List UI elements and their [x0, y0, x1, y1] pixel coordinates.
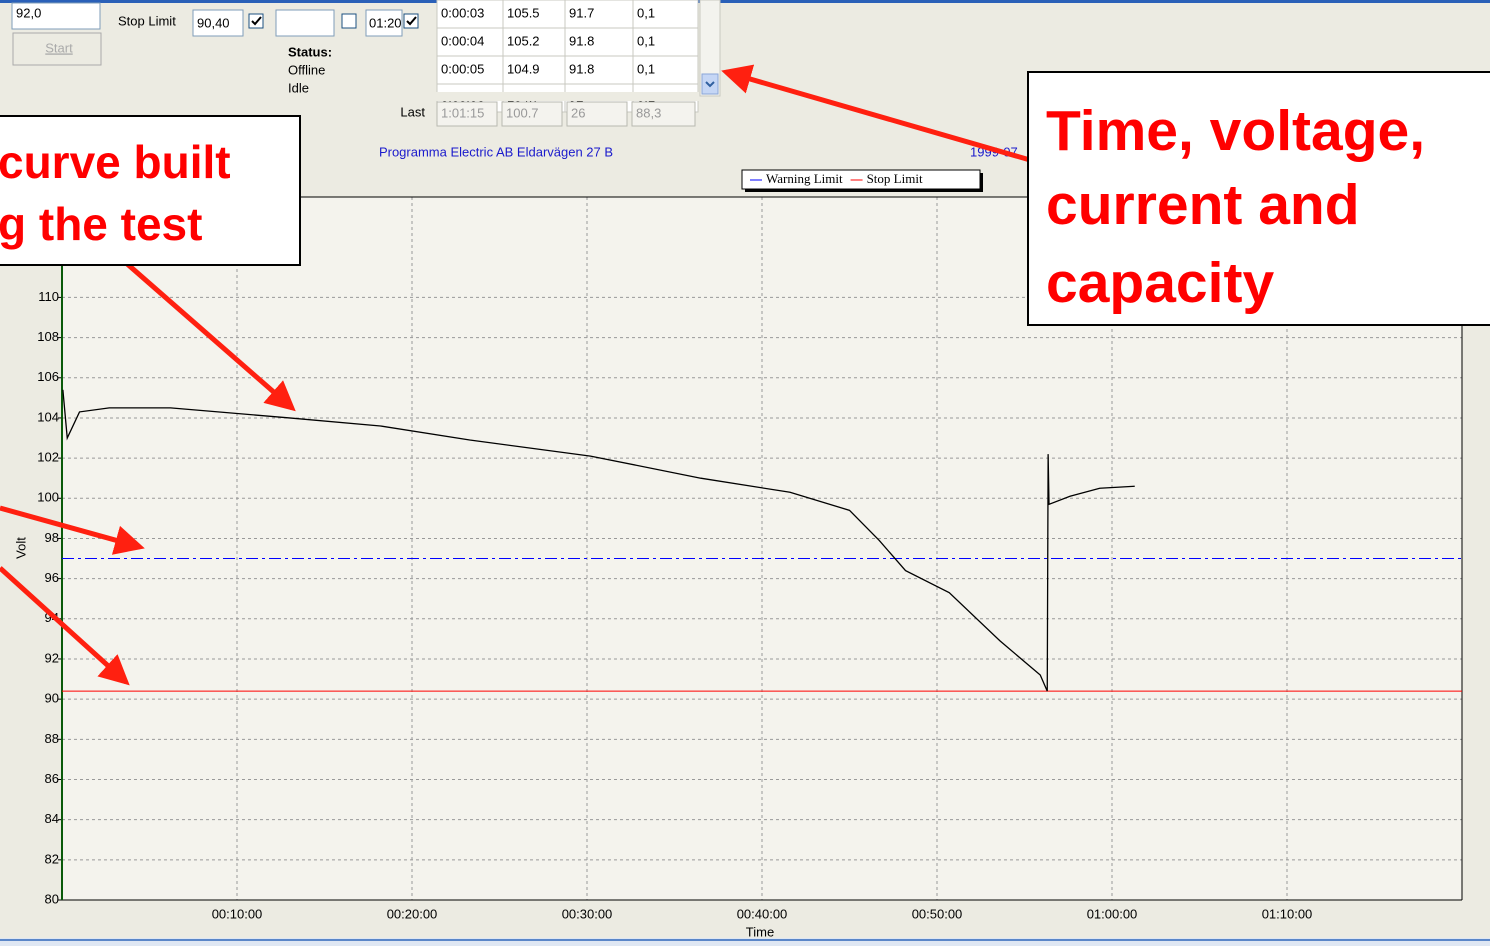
stop-limit-label: Stop Limit	[118, 13, 176, 28]
arrow	[0, 505, 145, 555]
empty-field[interactable]	[275, 9, 335, 37]
table-clip	[430, 92, 700, 101]
start-button-text: Start	[45, 40, 73, 55]
y-axis-label: Volt	[13, 537, 28, 559]
arrow	[0, 566, 130, 686]
scroll-down[interactable]	[701, 73, 719, 95]
value-field-text: 92,0	[16, 5, 41, 20]
time-field[interactable]	[365, 9, 403, 37]
table-cell-text: 91.8	[569, 33, 594, 48]
callout-text: capacity	[1046, 251, 1274, 315]
y-tick-label: 104	[37, 409, 59, 424]
check	[251, 16, 262, 26]
y-tick-label: 82	[45, 851, 59, 866]
checkbox[interactable]	[403, 13, 419, 29]
checkbox[interactable]	[248, 13, 264, 29]
x-tick-label: 00:20:00	[387, 906, 438, 921]
last-field-text: 1:01:15	[441, 105, 484, 120]
arrow	[721, 64, 1031, 163]
stop-limit-field[interactable]	[192, 9, 244, 37]
table-cell-text: 0,1	[637, 61, 655, 76]
callout-text: curve built	[0, 136, 231, 188]
table-cell-text: 105.2	[507, 33, 540, 48]
y-tick-label: 110	[38, 289, 59, 304]
last-field	[501, 101, 563, 127]
y-tick-label: 98	[45, 530, 59, 545]
status-title: Status:	[288, 44, 332, 59]
bottom-border	[0, 938, 1490, 946]
table-cell-text: 91.8	[569, 61, 594, 76]
table-cell-text: 91.7	[569, 5, 594, 20]
x-tick-label: 01:00:00	[1087, 906, 1138, 921]
table-cell-text: 0:00:03	[441, 5, 484, 20]
last-field-text: 26	[571, 105, 585, 120]
time-field-text: 01:20	[369, 15, 402, 30]
annotations: curve built g the test Time, voltage, cu…	[0, 64, 1490, 686]
last-field-text: 88,3	[636, 105, 661, 120]
table-cell	[564, 27, 634, 57]
table-cell	[632, 0, 699, 29]
y-tick-label: 88	[45, 731, 59, 746]
status-line: Offline	[288, 62, 325, 77]
stop-limit-value: 90,40	[197, 15, 230, 30]
last-field	[436, 101, 498, 127]
callout-text: current and	[1046, 173, 1360, 237]
data-table: 0:00:03 105.5 91.7 0,1 0:00:04 105.2 91.8 0,1 0:…	[430, 0, 700, 127]
x-tick-label: 00:50:00	[912, 906, 963, 921]
value-field[interactable]	[11, 2, 101, 30]
y-tick-label: 102	[37, 450, 59, 465]
last-field-text: 100.7	[506, 105, 539, 120]
table-cell	[436, 27, 504, 57]
callout-box	[1027, 71, 1490, 326]
check	[406, 16, 417, 26]
scrollbar[interactable]	[699, 0, 721, 97]
y-tick-label: 90	[45, 691, 59, 706]
start-button[interactable]	[12, 32, 102, 66]
callout-text: g the test	[0, 198, 202, 250]
x-axis-label: Time	[746, 924, 774, 939]
last-label: Last	[400, 104, 425, 119]
y-tick-label: 80	[45, 891, 59, 906]
series-line	[62, 389, 1135, 692]
y-tick-label: 84	[45, 811, 59, 826]
y-tick-label: 100	[37, 490, 59, 505]
y-tick-label: 96	[45, 570, 59, 585]
table-cell	[564, 55, 634, 85]
table-cell-text: 0:00:05	[441, 61, 484, 76]
last-field	[631, 101, 696, 127]
y-tick-label: 92	[45, 650, 59, 665]
scroll-arrow	[705, 81, 715, 88]
table-cell	[502, 0, 566, 29]
table-cell-text: 104.9	[507, 61, 540, 76]
x-tick-label: 00:40:00	[737, 906, 788, 921]
chart-header: Programma Electric AB Eldarvägen 27 B	[379, 144, 613, 159]
top-border	[0, 0, 1490, 3]
status-line: Idle	[288, 80, 309, 95]
x-tick-label: 00:30:00	[562, 906, 613, 921]
table-cell	[436, 55, 504, 85]
table-cell-text: 105.5	[507, 5, 540, 20]
table-cell	[632, 55, 699, 85]
table-cell	[436, 0, 504, 29]
y-tick-label: 106	[37, 369, 59, 384]
table-cell-text: 0:00:04	[441, 33, 484, 48]
table-cell	[632, 27, 699, 57]
legend-label: Warning Limit	[766, 171, 843, 186]
table-cell-text: 0,1	[637, 5, 655, 20]
x-tick-label: 01:10:00	[1262, 906, 1313, 921]
y-tick-label: 108	[37, 329, 59, 344]
arrow	[123, 260, 296, 412]
callout-box	[0, 115, 301, 266]
table-cell-text: 0,1	[637, 33, 655, 48]
legend-label: Stop Limit	[867, 171, 923, 186]
checkbox[interactable]	[341, 13, 357, 29]
last-field	[566, 101, 628, 127]
y-tick-label: 86	[45, 771, 59, 786]
table-cell	[564, 0, 634, 29]
x-tick-label: 00:10:00	[212, 906, 263, 921]
callout-text: Time, voltage,	[1046, 99, 1425, 163]
